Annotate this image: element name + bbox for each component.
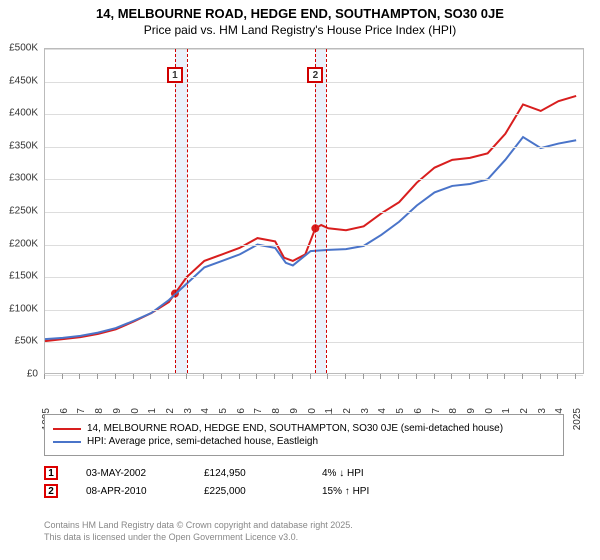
x-tick-mark [97,374,98,379]
y-tick-label: £50K [0,336,38,347]
transaction-delta: 15% ↑ HPI [322,486,412,497]
x-tick-mark [115,374,116,379]
attribution-line1: Contains HM Land Registry data © Crown c… [44,520,353,532]
x-tick-mark [62,374,63,379]
y-tick-label: £500K [0,43,38,54]
x-tick-mark [434,374,435,379]
reference-band-edge [175,49,176,373]
legend-label: 14, MELBOURNE ROAD, HEDGE END, SOUTHAMPT… [87,423,503,434]
x-tick-mark [522,374,523,379]
x-tick-mark [540,374,541,379]
x-tick-mark [221,374,222,379]
x-tick-mark [203,374,204,379]
attribution: Contains HM Land Registry data © Crown c… [44,520,353,543]
x-tick-mark [398,374,399,379]
y-tick-label: £450K [0,75,38,86]
y-tick-label: £400K [0,108,38,119]
x-tick-mark [575,374,576,379]
gridline-y [45,212,583,213]
x-tick-mark [380,374,381,379]
x-tick-mark [256,374,257,379]
attribution-line2: This data is licensed under the Open Gov… [44,532,353,544]
x-tick-mark [133,374,134,379]
transaction-date: 03-MAY-2002 [86,468,176,479]
x-tick-mark [274,374,275,379]
transaction-price: £124,950 [204,468,294,479]
legend-swatch [53,441,81,443]
gridline-y [45,277,583,278]
legend-item: 14, MELBOURNE ROAD, HEDGE END, SOUTHAMPT… [53,423,555,434]
transaction-marker: 2 [44,484,58,498]
x-tick-mark [44,374,45,379]
chart-container: 14, MELBOURNE ROAD, HEDGE END, SOUTHAMPT… [0,0,600,560]
gridline-y [45,310,583,311]
transaction-row: 1 03-MAY-2002 £124,950 4% ↓ HPI [44,466,412,480]
reference-marker: 1 [167,67,183,83]
transaction-marker: 1 [44,466,58,480]
x-tick-label: 2025 [572,408,583,430]
transaction-price: £225,000 [204,486,294,497]
x-tick-mark [451,374,452,379]
legend-swatch [53,428,81,430]
reference-band-edge [187,49,188,373]
x-tick-mark [310,374,311,379]
gridline-y [45,342,583,343]
reference-band-edge [326,49,327,373]
y-tick-label: £100K [0,303,38,314]
x-tick-mark [150,374,151,379]
y-tick-label: £200K [0,238,38,249]
gridline-y [45,49,583,50]
legend-item: HPI: Average price, semi-detached house,… [53,436,555,447]
x-tick-mark [168,374,169,379]
plot-area: 12 [44,48,584,374]
y-tick-label: £150K [0,271,38,282]
chart-subtitle: Price paid vs. HM Land Registry's House … [0,21,600,41]
transaction-row: 2 08-APR-2010 £225,000 15% ↑ HPI [44,484,412,498]
x-tick-mark [416,374,417,379]
x-tick-mark [487,374,488,379]
transactions-table: 1 03-MAY-2002 £124,950 4% ↓ HPI 2 08-APR-2010… [44,462,412,502]
y-tick-label: £250K [0,206,38,217]
x-tick-mark [239,374,240,379]
x-tick-mark [327,374,328,379]
x-tick-mark [345,374,346,379]
legend-label: HPI: Average price, semi-detached house,… [87,436,318,447]
gridline-y [45,147,583,148]
series-line [45,96,576,341]
x-tick-mark [363,374,364,379]
x-tick-mark [504,374,505,379]
gridline-y [45,179,583,180]
y-tick-label: £0 [0,369,38,380]
transaction-delta: 4% ↓ HPI [322,468,412,479]
legend: 14, MELBOURNE ROAD, HEDGE END, SOUTHAMPT… [44,414,564,456]
x-tick-mark [186,374,187,379]
reference-band-edge [315,49,316,373]
x-tick-mark [79,374,80,379]
gridline-y [45,114,583,115]
gridline-y [45,245,583,246]
x-tick-mark [292,374,293,379]
x-tick-mark [469,374,470,379]
transaction-date: 08-APR-2010 [86,486,176,497]
y-tick-label: £350K [0,140,38,151]
gridline-y [45,375,583,376]
reference-marker: 2 [307,67,323,83]
chart-title: 14, MELBOURNE ROAD, HEDGE END, SOUTHAMPT… [0,0,600,21]
x-tick-mark [557,374,558,379]
y-tick-label: £300K [0,173,38,184]
